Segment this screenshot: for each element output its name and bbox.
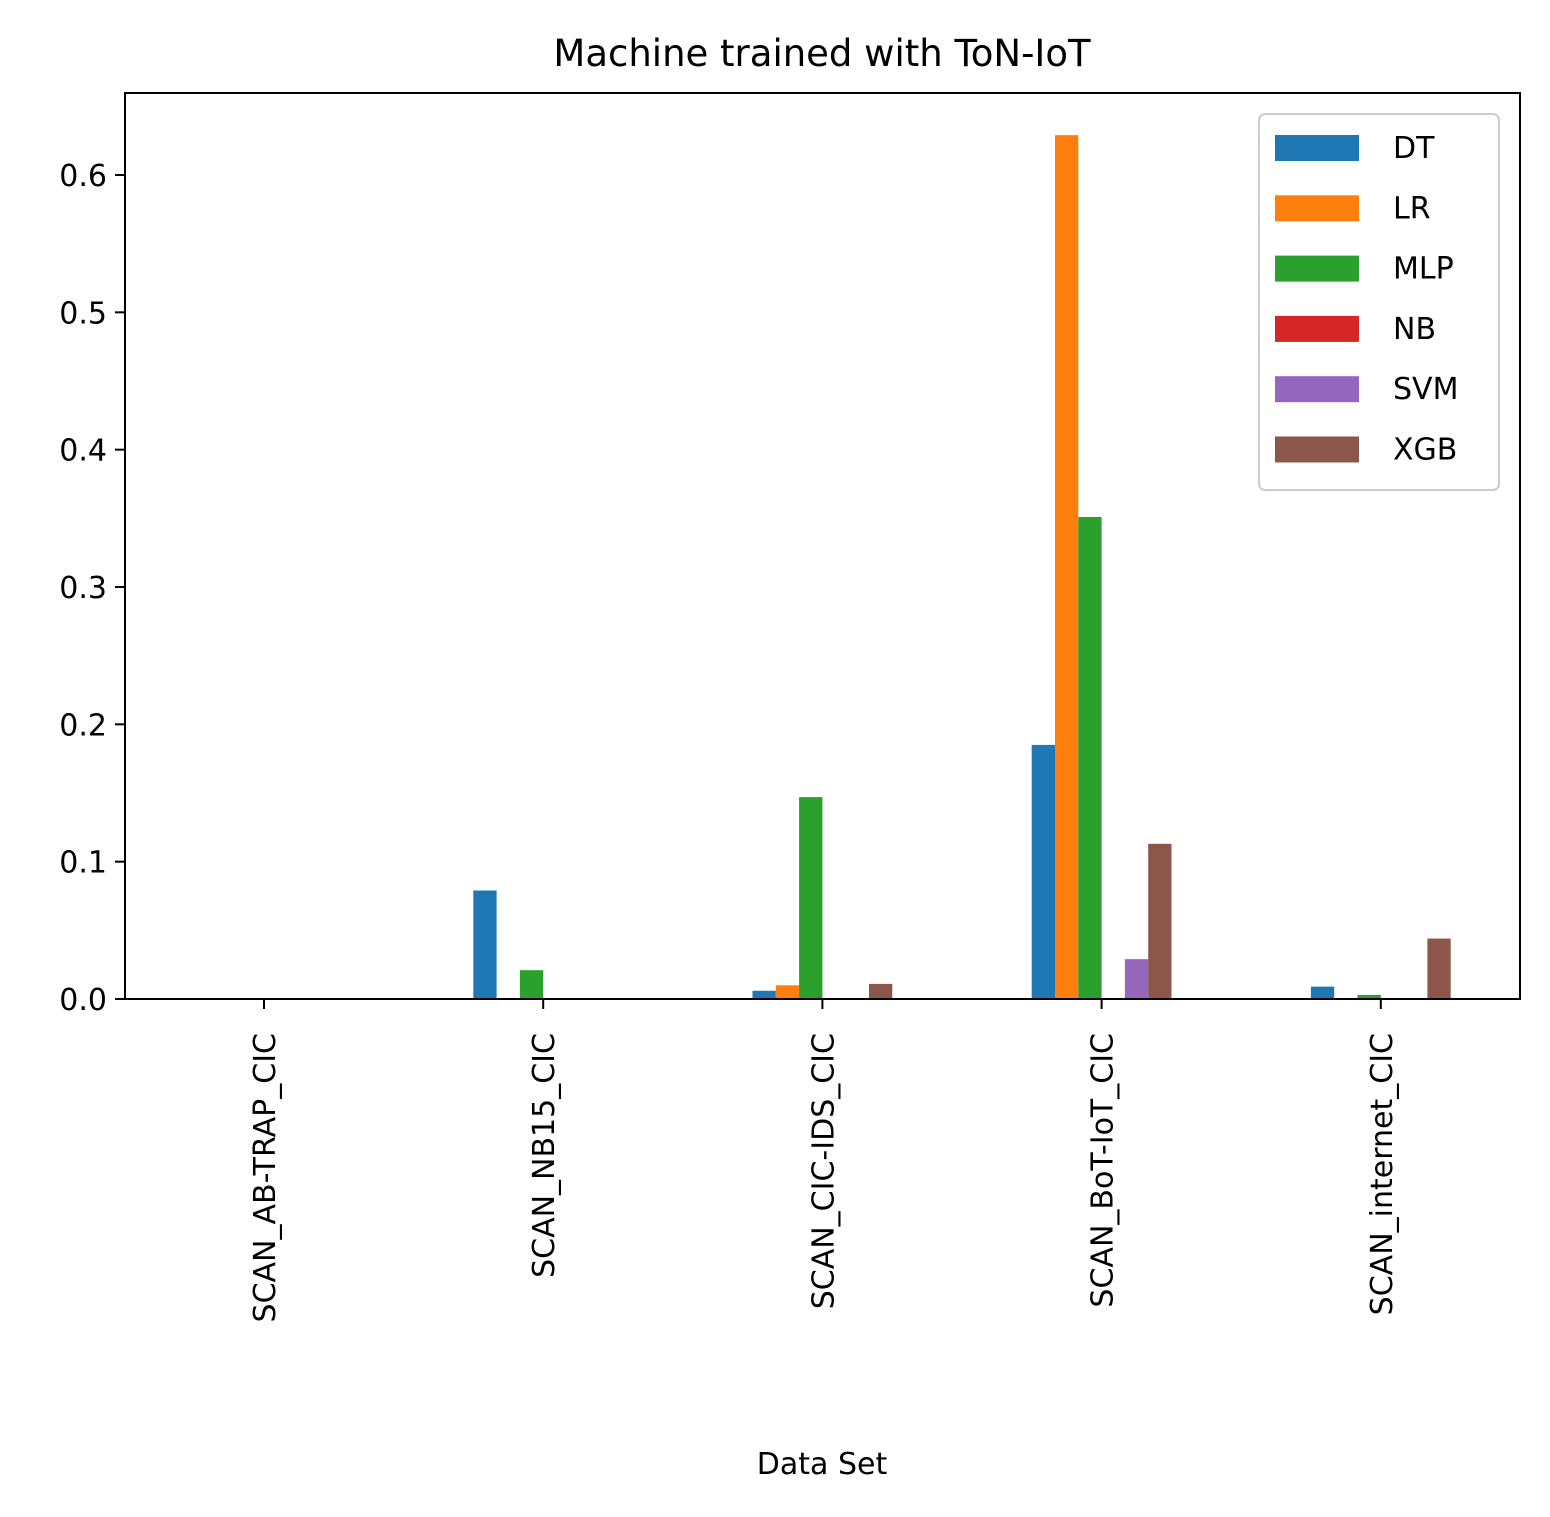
y-tick-label: 0.2 <box>59 708 107 743</box>
legend-label-xgb: XGB <box>1393 433 1457 468</box>
x-tick-label: SCAN_internet_CIC <box>1365 1033 1400 1315</box>
legend-frame <box>1258 113 1500 491</box>
legend-swatch-nb <box>1275 315 1359 342</box>
legend-label-nb: NB <box>1393 312 1436 347</box>
legend-swatch-mlp <box>1275 255 1359 282</box>
legend-label-svm: SVM <box>1393 372 1458 407</box>
bar-xgb-4 <box>1427 938 1451 999</box>
bar-xgb-3 <box>1148 843 1172 999</box>
bar-dt-1 <box>473 890 497 999</box>
legend-swatch-dt <box>1275 135 1359 161</box>
bar-dt-3 <box>1031 744 1055 999</box>
y-axis: 0.0 0.1 0.2 0.3 0.4 0.5 0.6 <box>59 159 125 1018</box>
bar-svm-3 <box>1124 959 1149 999</box>
bar-mlp-3 <box>1078 516 1102 999</box>
y-tick-label: 0.1 <box>59 846 107 881</box>
bar-dt-2 <box>752 990 776 999</box>
bar-mlp-2 <box>799 797 823 999</box>
x-tick-label: SCAN_CIC-IDS_CIC <box>806 1033 841 1309</box>
bar-mlp-4 <box>1357 994 1381 999</box>
x-tick-label: SCAN_NB15_CIC <box>527 1033 562 1278</box>
bar-lr-2 <box>775 985 800 999</box>
bar-xgb-2 <box>869 983 893 999</box>
legend-swatch-svm <box>1275 376 1359 403</box>
y-tick-label: 0.6 <box>59 159 107 194</box>
chart-title: Machine trained with ToN-IoT <box>553 32 1091 75</box>
x-tick-label: SCAN_BoT-IoT_CIC <box>1086 1033 1121 1308</box>
legend-label-mlp: MLP <box>1393 252 1454 287</box>
bar-mlp-1 <box>519 970 544 999</box>
legend: DT LR MLP NB SVM XGB <box>1258 113 1500 491</box>
bars-group <box>473 135 1451 1000</box>
y-tick-label: 0.0 <box>59 983 107 1018</box>
x-axis: SCAN_AB-TRAP_CIC SCAN_NB15_CIC SCAN_CIC-ID… <box>248 999 1400 1322</box>
y-tick-label: 0.5 <box>59 296 107 331</box>
legend-label-dt: DT <box>1393 131 1435 166</box>
legend-swatch-xgb <box>1275 436 1359 463</box>
legend-label-lr: LR <box>1393 191 1431 226</box>
bar-lr-3 <box>1055 135 1079 1000</box>
x-axis-label: Data Set <box>757 1447 888 1482</box>
y-tick-label: 0.3 <box>59 571 107 606</box>
bar-dt-4 <box>1310 986 1335 999</box>
legend-swatch-lr <box>1275 195 1359 222</box>
y-tick-label: 0.4 <box>59 434 107 469</box>
x-tick-label: SCAN_AB-TRAP_CIC <box>248 1033 283 1322</box>
